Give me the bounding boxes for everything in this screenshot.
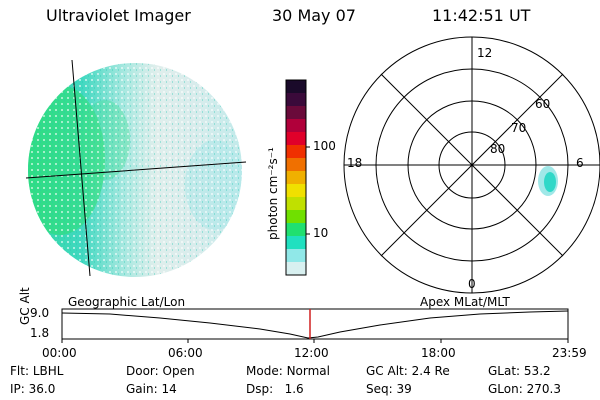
- colorbar-segment: [286, 119, 306, 133]
- colorbar-segment: [286, 249, 306, 263]
- status-glat: GLat: 53.2: [488, 364, 551, 378]
- colorbar-segment: [286, 262, 306, 276]
- orbit-x-tick: 18:00: [421, 346, 456, 360]
- lat-label-80: 80: [490, 142, 506, 156]
- orbit-x-tick: 12:00: [294, 346, 329, 360]
- status-seq: Seq: 39: [366, 382, 412, 396]
- status-gc-alt: GC Alt: 2.4 Re: [366, 364, 450, 378]
- colorbar-segment: [286, 80, 306, 94]
- status-gain: Gain: 14: [126, 382, 177, 396]
- colorbar-segment: [286, 145, 306, 159]
- colorbar: [285, 79, 310, 276]
- colorbar-unit-label: photon cm⁻²s⁻¹: [266, 147, 280, 240]
- mlt-label-12: 12: [477, 46, 493, 60]
- colorbar-segment: [286, 223, 306, 237]
- mlt-label-6: 6: [576, 156, 584, 170]
- orbit-y-tick-top: 9.0: [30, 306, 50, 320]
- date-label: 30 May 07: [272, 6, 356, 25]
- colorbar-segment: [286, 171, 306, 185]
- colorbar-segment: [286, 236, 306, 250]
- status-flt: Flt: LBHL: [10, 364, 64, 378]
- status-dsp: Dsp: 1.6: [246, 382, 304, 396]
- colorbar-segment: [286, 158, 306, 172]
- time-label: 11:42:51 UT: [432, 6, 531, 25]
- auroral-blob: [538, 166, 558, 196]
- parallel-line: [25, 161, 247, 179]
- instrument-title: Ultraviolet Imager: [46, 6, 191, 25]
- orbit-y-tick-bottom: 1.8: [30, 326, 50, 340]
- status-ip: IP: 36.0: [10, 382, 56, 396]
- colorbar-segment: [286, 106, 306, 120]
- lat-label-60: 60: [535, 97, 551, 111]
- lat-label-70: 70: [511, 121, 527, 135]
- orbit-x-tick: 23:59: [552, 346, 587, 360]
- orbit-x-tick: 06:00: [168, 346, 203, 360]
- colorbar-tick-100: 100: [313, 139, 336, 153]
- mlt-label-0: 0: [468, 277, 476, 291]
- colorbar-segment: [286, 93, 306, 107]
- orbit-x-tick: 00:00: [42, 346, 77, 360]
- orbit-left-title: Geographic Lat/Lon: [68, 295, 186, 309]
- meridian-line: [71, 59, 91, 277]
- polar-plot: [343, 36, 600, 294]
- colorbar-segment: [286, 197, 306, 211]
- orbit-panel: [61, 308, 569, 343]
- colorbar-tick-10: 10: [313, 226, 329, 240]
- status-glon: GLon: 270.3: [488, 382, 561, 396]
- uv-earth-image: [25, 59, 247, 277]
- colorbar-segment: [286, 184, 306, 198]
- orbit-right-title: Apex MLat/MLT: [420, 295, 510, 309]
- colorbar-segment: [286, 210, 306, 224]
- status-mode: Mode: Normal: [246, 364, 330, 378]
- mlt-label-18: 18: [347, 156, 363, 170]
- colorbar-segment: [286, 132, 306, 146]
- status-door: Door: Open: [126, 364, 195, 378]
